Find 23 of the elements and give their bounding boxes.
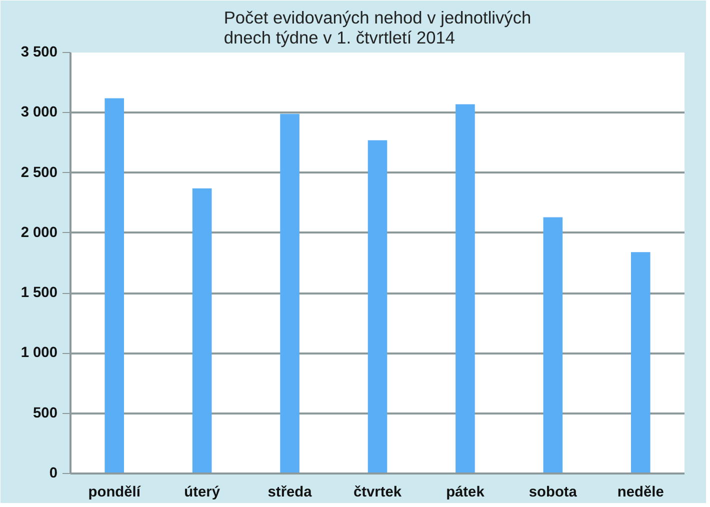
bar: [630, 252, 650, 474]
x-tick-label: úterý: [184, 484, 221, 500]
x-tick-label: pátek: [446, 484, 486, 500]
y-tick-label: 3 000: [20, 104, 58, 121]
y-tick-label: 2 000: [20, 224, 58, 241]
bar: [192, 188, 212, 474]
bar: [104, 98, 124, 474]
chart-title: Počet evidovaných nehod v jednotlivých dnech týdne v 1. čtvrtletí 2014: [224, 8, 532, 48]
bar: [280, 114, 300, 474]
y-tick-label: 500: [33, 405, 58, 422]
y-tick-label: 1 500: [20, 285, 58, 302]
x-tick-label: čtvrtek: [353, 484, 402, 500]
x-tick-label: pondělí: [88, 484, 142, 500]
bar: [456, 104, 475, 474]
y-tick-label: 0: [49, 466, 58, 482]
x-tick-label: neděle: [617, 484, 664, 500]
x-tick-label: středa: [268, 484, 313, 500]
bar: [368, 140, 388, 474]
y-tick-label: 2 500: [20, 164, 58, 181]
y-tick-label: 1 000: [20, 345, 58, 362]
y-tick-label: 3 500: [20, 44, 58, 60]
bar: [543, 217, 563, 474]
x-tick-label: sobota: [528, 484, 578, 500]
